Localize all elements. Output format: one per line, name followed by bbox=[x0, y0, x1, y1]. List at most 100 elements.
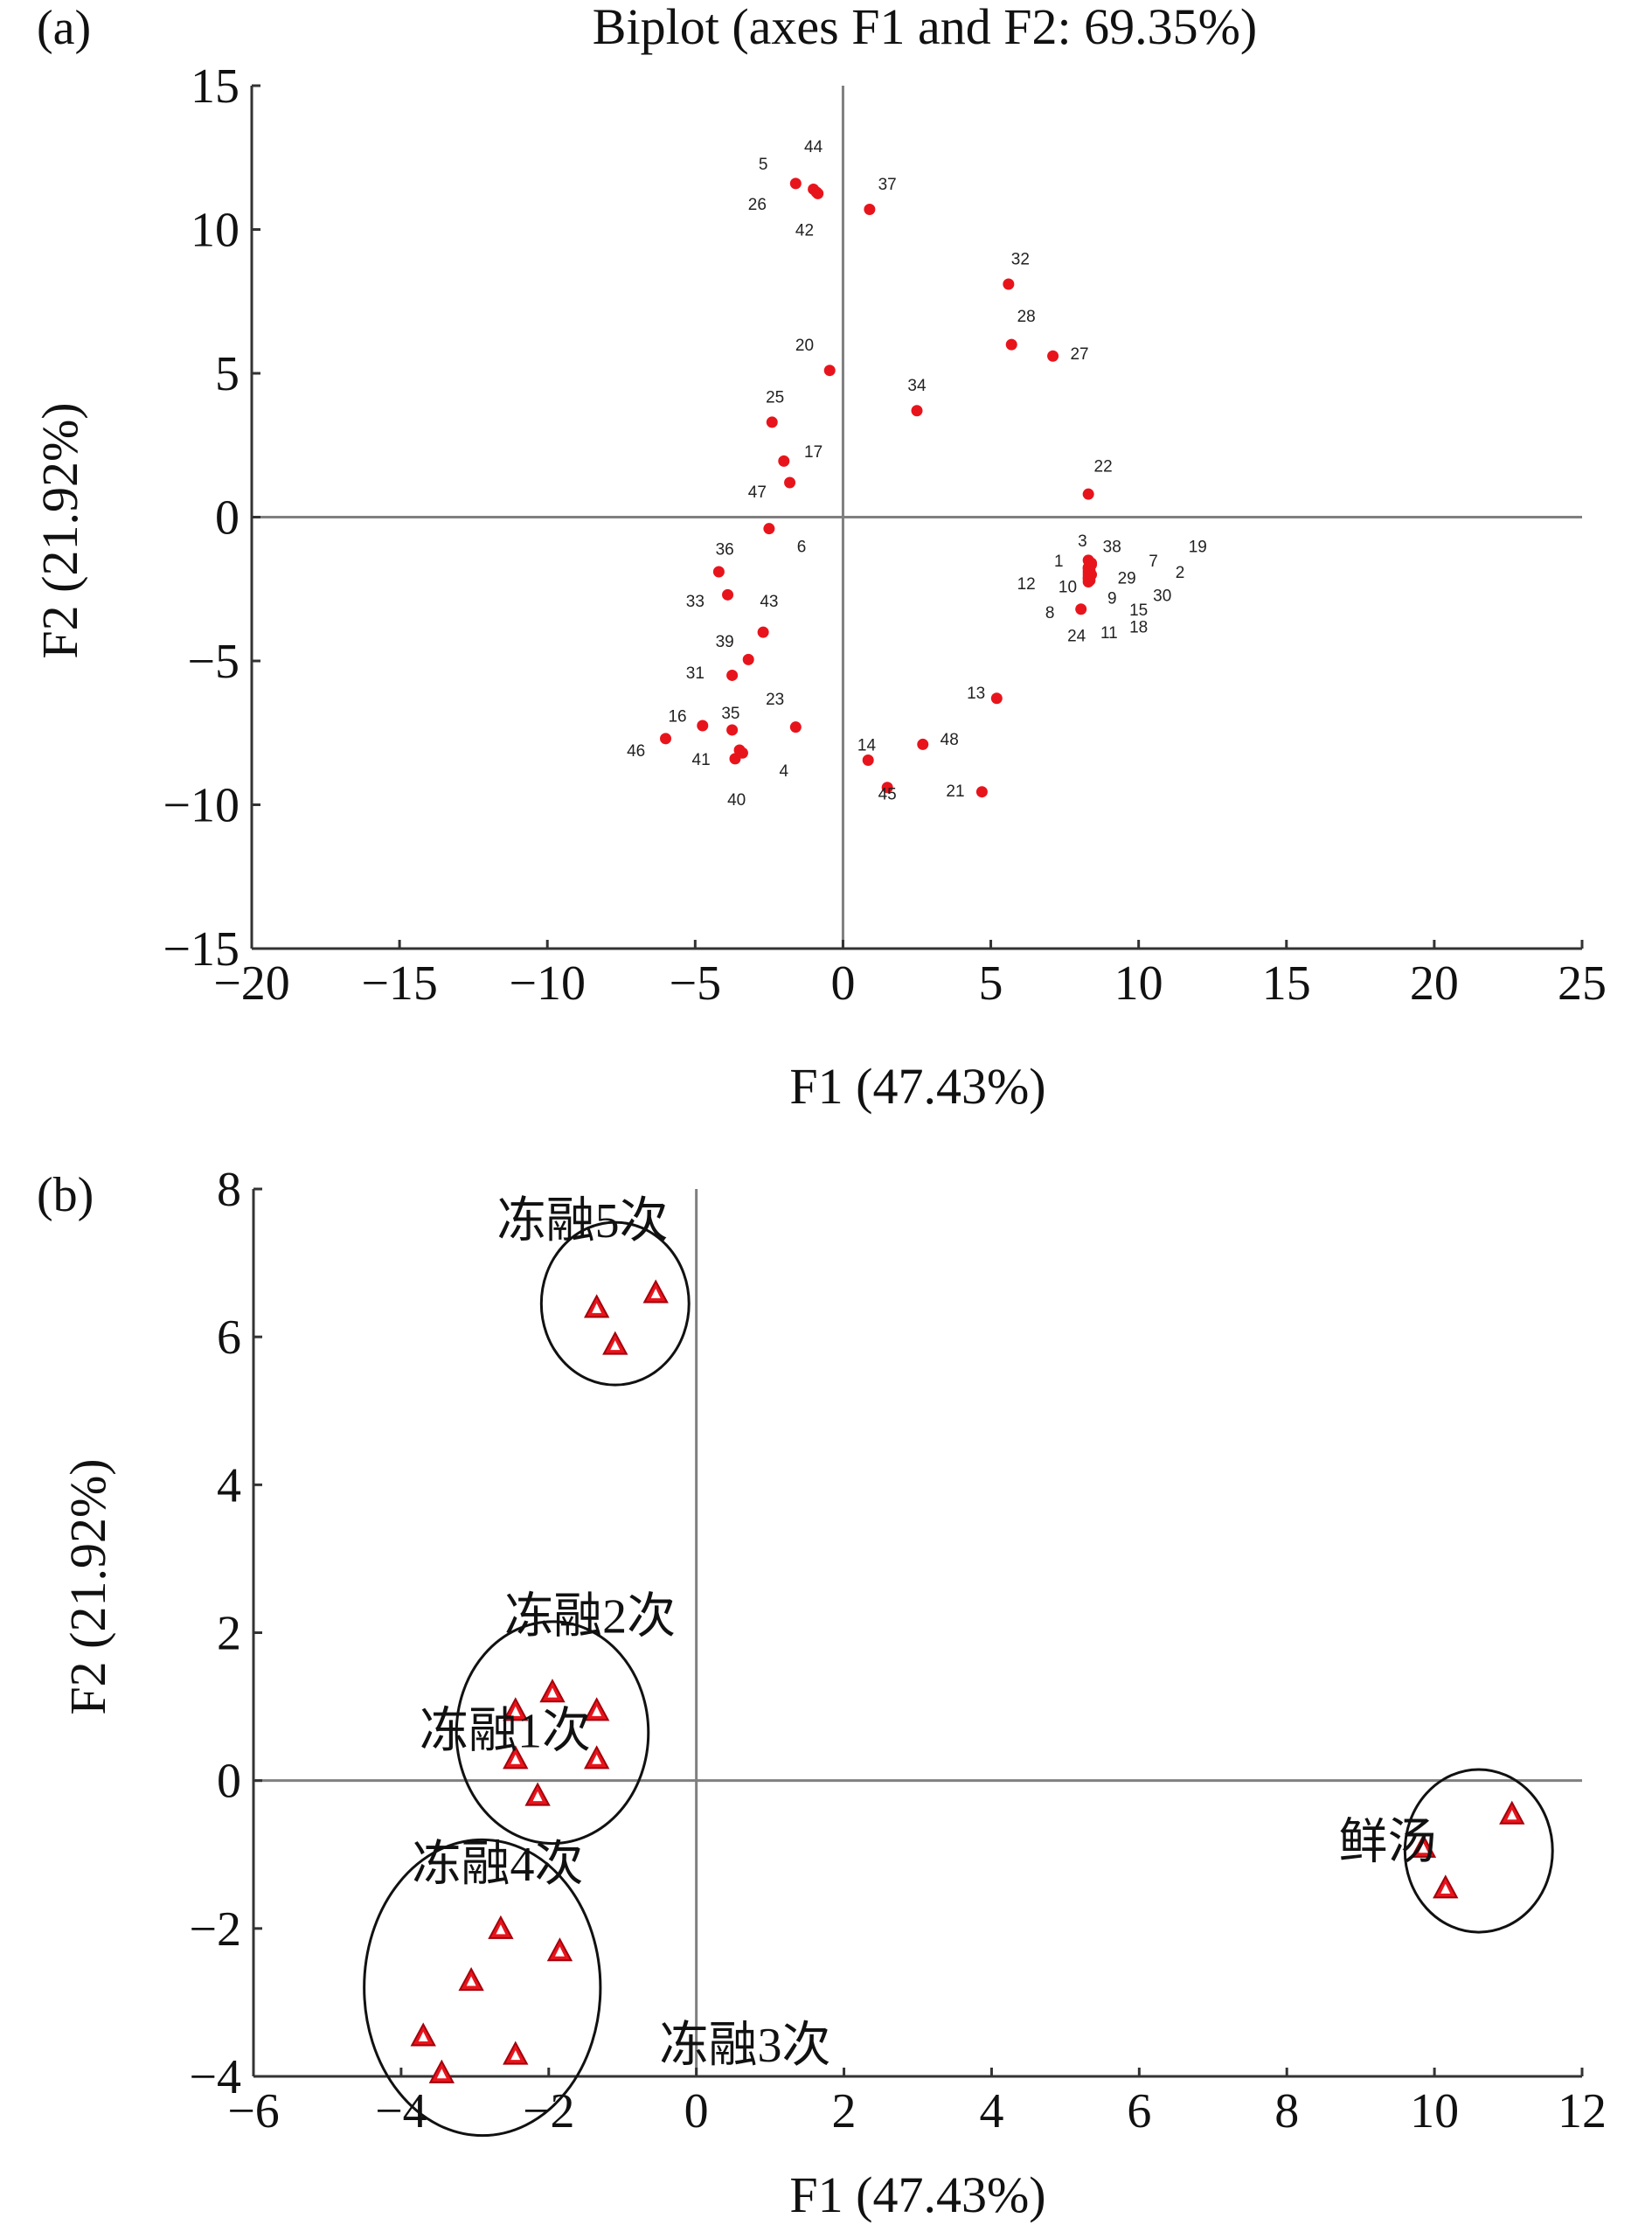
point-14 bbox=[862, 754, 874, 767]
panel-a-y-tick-label: −10 bbox=[163, 779, 239, 833]
panel-b-y-tick-label: −2 bbox=[189, 1902, 241, 1957]
point-18 bbox=[1082, 576, 1094, 588]
triangle-marker-highlight bbox=[510, 1754, 521, 1764]
point-37 bbox=[864, 203, 876, 215]
panel-b-axes bbox=[252, 1189, 1582, 2078]
panel-a-y-tick-label: 15 bbox=[191, 59, 239, 114]
point-label-18: 18 bbox=[1129, 619, 1148, 637]
panel-b-x-tick-label: 2 bbox=[832, 2084, 857, 2138]
point-17 bbox=[778, 455, 790, 467]
panel-b-y-tick-label: 8 bbox=[217, 1163, 241, 1217]
panel-a-label: (a) bbox=[37, 1, 91, 55]
point-35 bbox=[726, 724, 739, 736]
point-40 bbox=[729, 753, 741, 765]
point-label-6: 6 bbox=[797, 538, 807, 556]
panel-a-x-tick-label: −15 bbox=[361, 956, 438, 1011]
panel-a-ylabel: F2 (21.92%) bbox=[31, 402, 88, 658]
triangle-marker-highlight bbox=[650, 1288, 661, 1298]
point-label-41: 41 bbox=[692, 751, 711, 769]
panel-b-y-tick-label: 0 bbox=[217, 1755, 241, 1809]
point-label-46: 46 bbox=[627, 742, 645, 761]
point-28 bbox=[1005, 338, 1017, 351]
point-label-19: 19 bbox=[1189, 538, 1207, 556]
point-label-21: 21 bbox=[946, 782, 964, 801]
point-label-26: 26 bbox=[748, 196, 767, 214]
point-8 bbox=[1075, 603, 1087, 615]
point-label-33: 33 bbox=[686, 593, 705, 611]
point-label-42: 42 bbox=[795, 222, 814, 240]
triangle-marker-highlight bbox=[610, 1340, 621, 1351]
panel-a-x-tick-label: −20 bbox=[213, 956, 290, 1011]
group-label: 冻融5次 bbox=[497, 1194, 669, 1248]
group-label: 冻融3次 bbox=[659, 2019, 830, 2073]
panel-a-y-tick-label: −15 bbox=[163, 922, 239, 977]
panel-b-y-tick-label: 2 bbox=[217, 1607, 241, 1661]
panel-b-ylabel: F2 (21.92%) bbox=[59, 1458, 116, 1714]
point-label-38: 38 bbox=[1103, 538, 1121, 556]
group-ellipse bbox=[1403, 1768, 1554, 1934]
panel-b-y-tick-label: 6 bbox=[217, 1311, 241, 1365]
point-25 bbox=[766, 416, 778, 428]
panel-a-x-tick-label: −10 bbox=[509, 956, 586, 1011]
triangle-marker-highlight bbox=[1440, 1883, 1451, 1894]
point-42 bbox=[812, 187, 824, 199]
point-46 bbox=[660, 733, 672, 745]
point-36 bbox=[712, 566, 725, 578]
group-label: 冻融2次 bbox=[504, 1590, 676, 1644]
point-label-5: 5 bbox=[759, 156, 768, 174]
point-43 bbox=[757, 626, 769, 638]
group-label: 冻融4次 bbox=[413, 1838, 584, 1892]
point-22 bbox=[1082, 488, 1094, 500]
panel-b-x-tick-label: 8 bbox=[1274, 2084, 1299, 2138]
triangle-marker-highlight bbox=[466, 1976, 476, 1986]
panel-a-title: Biplot (axes F1 and F2: 69.35%) bbox=[593, 0, 1257, 55]
group-ellipse bbox=[455, 1620, 650, 1846]
triangle-marker-highlight bbox=[592, 1706, 602, 1716]
panel-a-y-tick-label: 10 bbox=[191, 204, 239, 258]
panel-a-x-tick-label: 10 bbox=[1114, 956, 1163, 1011]
point-label-43: 43 bbox=[760, 593, 778, 611]
point-label-9: 9 bbox=[1107, 590, 1117, 608]
point-47 bbox=[784, 476, 796, 489]
point-label-22: 22 bbox=[1094, 457, 1113, 476]
group-label: 冻融1次 bbox=[420, 1705, 591, 1759]
point-label-3: 3 bbox=[1078, 532, 1087, 551]
point-label-10: 10 bbox=[1059, 578, 1077, 596]
point-20 bbox=[823, 365, 836, 377]
point-label-40: 40 bbox=[727, 791, 746, 810]
point-5 bbox=[789, 177, 802, 190]
point-34 bbox=[911, 405, 923, 417]
point-label-44: 44 bbox=[804, 138, 823, 156]
point-33 bbox=[722, 588, 734, 601]
point-label-32: 32 bbox=[1011, 250, 1030, 268]
point-label-8: 8 bbox=[1045, 604, 1055, 622]
point-label-25: 25 bbox=[766, 388, 784, 407]
point-label-27: 27 bbox=[1070, 345, 1088, 364]
point-label-13: 13 bbox=[967, 685, 985, 703]
point-label-4: 4 bbox=[780, 762, 789, 781]
triangle-marker-highlight bbox=[592, 1754, 602, 1764]
group-label: 鲜汤 bbox=[1338, 1815, 1436, 1869]
triangle-marker-highlight bbox=[418, 2031, 428, 2041]
point-label-7: 7 bbox=[1149, 553, 1158, 571]
point-23 bbox=[789, 721, 802, 734]
panel-b-x-tick-label: 0 bbox=[684, 2084, 709, 2138]
point-45 bbox=[881, 782, 893, 794]
triangle-marker-highlight bbox=[532, 1791, 543, 1802]
point-label-28: 28 bbox=[1017, 308, 1036, 326]
point-16 bbox=[697, 720, 709, 732]
panel-a-x-tick-label: −5 bbox=[670, 956, 722, 1011]
panel-a-y-tick-label: 5 bbox=[215, 347, 239, 401]
group-ellipse bbox=[363, 1838, 602, 2138]
point-label-14: 14 bbox=[857, 736, 877, 754]
panel-a-axes bbox=[250, 86, 1582, 950]
point-13 bbox=[990, 692, 1003, 705]
triangle-marker-highlight bbox=[510, 1706, 521, 1716]
triangle-marker-highlight bbox=[592, 1303, 602, 1313]
point-label-17: 17 bbox=[804, 443, 823, 462]
point-label-34: 34 bbox=[907, 377, 927, 395]
point-21 bbox=[975, 786, 988, 798]
